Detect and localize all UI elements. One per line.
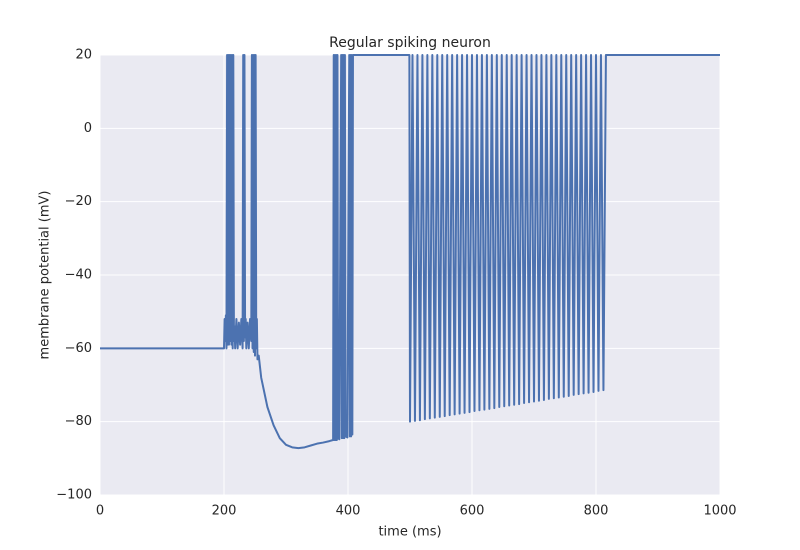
x-tick-label: 200 xyxy=(212,504,237,519)
y-tick-label: −80 xyxy=(65,414,92,429)
y-axis-label: membrane potential (mV) xyxy=(38,191,53,360)
x-tick-label: 1000 xyxy=(703,504,736,519)
x-tick-label: 800 xyxy=(584,504,609,519)
y-tick-label: 20 xyxy=(75,48,92,63)
x-tick-label: 0 xyxy=(96,504,104,519)
y-tick-label: −20 xyxy=(65,194,92,209)
y-tick-label: 0 xyxy=(84,121,92,136)
x-tick-label: 400 xyxy=(336,504,361,519)
chart-title: Regular spiking neuron xyxy=(329,35,491,51)
y-tick-label: −40 xyxy=(65,268,92,283)
x-axis-label: time (ms) xyxy=(378,525,441,540)
y-tick-label: −60 xyxy=(65,341,92,356)
x-tick-label: 600 xyxy=(460,504,485,519)
data-line xyxy=(100,54,720,450)
y-tick-label: −100 xyxy=(56,488,92,503)
